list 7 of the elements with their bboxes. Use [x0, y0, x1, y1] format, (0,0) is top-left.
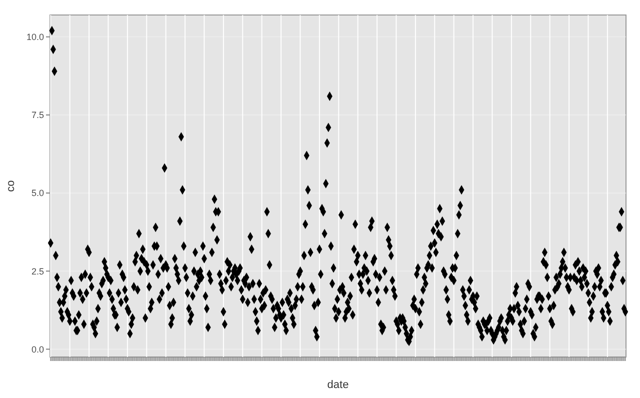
y-tick-label: 10.0: [26, 32, 44, 42]
x-axis-title: date: [327, 379, 349, 391]
y-tick-label: 0.0: [31, 344, 44, 354]
y-tick-label: 2.5: [31, 266, 44, 276]
y-tick-label: 7.5: [31, 110, 44, 120]
y-axis-title: co: [5, 180, 17, 192]
y-tick-label: 5.0: [31, 188, 44, 198]
